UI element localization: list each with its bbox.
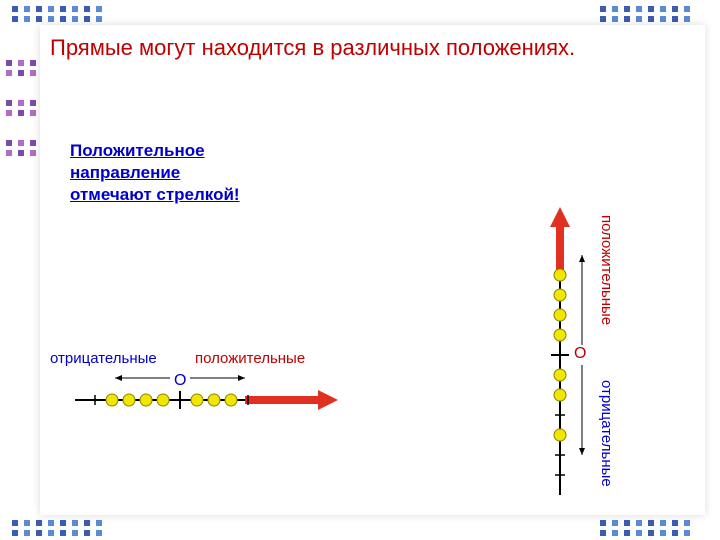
page-title: Прямые могут находится в различных полож… [50, 35, 575, 61]
subtitle: Положительное направление отмечают стрел… [70, 140, 240, 206]
subtitle-line3: отмечают стрелкой! [70, 185, 240, 204]
v-neg-label: отрицательные [598, 380, 615, 487]
subtitle-line2: направление [70, 163, 180, 182]
h-pos-label: положительные [195, 350, 305, 367]
h-origin-label: О [174, 372, 186, 390]
v-origin-label: О [574, 345, 586, 363]
subtitle-line1: Положительное [70, 141, 205, 160]
v-pos-label: положительные [598, 215, 615, 325]
h-neg-label: отрицательные [50, 350, 157, 367]
